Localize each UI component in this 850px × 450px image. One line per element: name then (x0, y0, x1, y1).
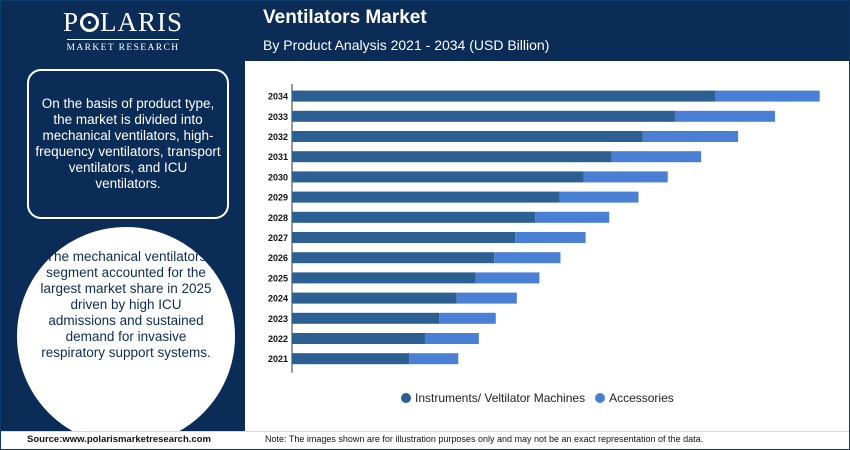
brand-name: P LARIS (1, 7, 245, 37)
bar-accessories (559, 191, 639, 203)
disclaimer-note: Note: The images shown are for illustrat… (265, 434, 704, 444)
bar-accessories (535, 211, 610, 223)
y-tick-label: 2027 (268, 233, 288, 243)
y-tick-label: 2030 (268, 172, 288, 182)
legend-swatch-accessories (595, 393, 606, 403)
bar-chart: 2034 2033 2032 2031 2030 2029 2028 2027 2026 2025… (268, 84, 820, 373)
bar-machines (292, 171, 584, 183)
bar-accessories (515, 232, 586, 243)
bar-machines (292, 110, 675, 122)
brand-logo: P LARIS MARKET RESEARCH (1, 7, 245, 55)
brand-name-start: P (62, 7, 79, 37)
y-tick-label: 2026 (268, 253, 288, 263)
bar-machines (292, 272, 476, 284)
bar-machines (292, 191, 560, 203)
y-tick-label: 2021 (268, 354, 288, 364)
legend-swatch-machines (401, 393, 411, 403)
compass-icon (80, 13, 99, 32)
bar-accessories (409, 353, 459, 365)
bar-accessories (642, 131, 739, 142)
bar-accessories (424, 333, 479, 344)
sidebar-panel: P LARIS MARKET RESEARCH On the basis of p… (1, 1, 245, 431)
header-band (245, 1, 849, 61)
y-tick-label: 2024 (268, 294, 288, 304)
segment-info-box: On the basis of product type, the market… (27, 69, 229, 219)
y-tick-label: 2022 (268, 334, 288, 344)
bar-accessories (494, 252, 561, 264)
bar-machines (292, 252, 495, 264)
bar-accessories (475, 272, 540, 284)
bar-accessories (439, 312, 496, 324)
legend-item-accessories: Accessories (595, 391, 674, 405)
bar-accessories (583, 171, 668, 183)
bar-accessories (456, 292, 517, 304)
chart-subtitle: By Product Analysis 2021 - 2034 (USD Bil… (263, 37, 550, 53)
bar-machines (292, 353, 410, 365)
y-tick-label: 2029 (268, 193, 288, 203)
bar-machines (292, 211, 536, 223)
brand-name-end: LARIS (100, 7, 184, 37)
y-tick-label: 2032 (268, 132, 288, 142)
highlight-text: The mechanical ventilators segment accou… (40, 249, 212, 360)
highlight-circle (13, 223, 239, 449)
bar-accessories (611, 151, 702, 163)
y-tick-label: 2025 (268, 273, 288, 283)
source-text: Source:www.polarismarketresearch.com (27, 434, 211, 445)
y-tick-label: 2033 (268, 112, 288, 122)
bar-accessories (714, 90, 820, 102)
chart-title: Ventilators Market (263, 7, 427, 28)
brand-tagline: MARKET RESEARCH (66, 39, 180, 54)
footer-bar (1, 431, 849, 449)
bar-machines (292, 312, 440, 324)
bar-machines (292, 151, 612, 163)
bar-machines (292, 333, 425, 344)
y-tick-label: 2023 (268, 314, 288, 324)
y-tick-label: 2028 (268, 213, 288, 223)
bar-machines (292, 232, 516, 243)
bar-machines (292, 90, 715, 102)
legend-label-machines: Instruments/ Veltilator Machines (415, 391, 586, 405)
bar-machines (292, 131, 643, 142)
chart-legend: Instruments/ Veltilator Machines Accesso… (401, 391, 674, 405)
y-tick-label: 2034 (268, 92, 288, 102)
legend-label-accessories: Accessories (609, 391, 674, 405)
legend-item-machines: Instruments/ Veltilator Machines (401, 391, 585, 405)
bar-machines (292, 292, 457, 304)
bar-accessories (674, 110, 776, 122)
y-tick-label: 2031 (268, 152, 288, 162)
segment-info-text: On the basis of product type, the market… (35, 96, 221, 191)
